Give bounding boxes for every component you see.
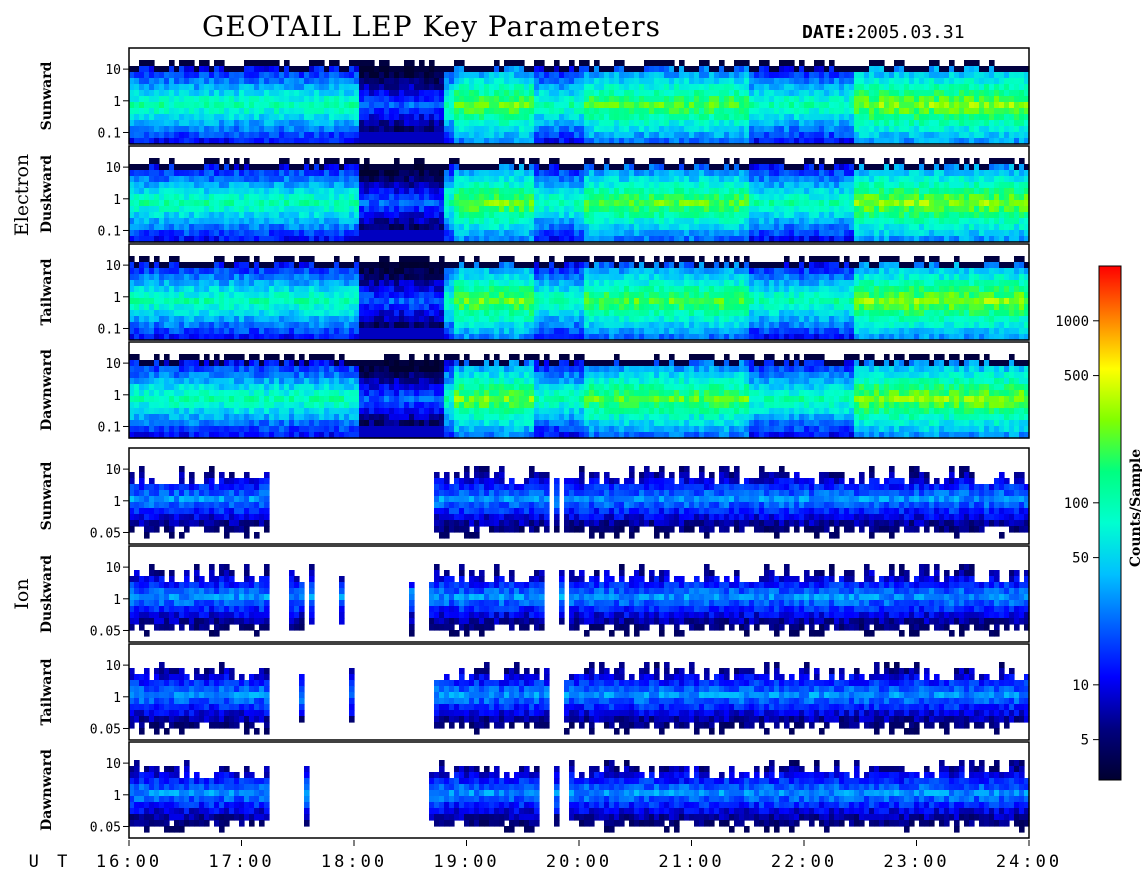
panel-electron-dawnward: 10 1 0.1 Dawnward [39, 341, 1030, 439]
panel-frame [128, 643, 1030, 741]
y-tick-label: 10 [105, 161, 121, 176]
heatmap-cells [129, 466, 1030, 539]
panel-electron-tailward: 10 1 0.1 Tailward [39, 243, 1030, 341]
panel-frame [128, 741, 1030, 839]
y-tick-label: 10 [105, 357, 121, 372]
date-value: 2005.03.31 [856, 22, 965, 43]
y-tick-label: 1 [113, 95, 121, 110]
date-readout: DATE:2005.03.31 [802, 22, 965, 43]
colorbar-tick-label: 50 [1072, 551, 1089, 567]
heatmap-cells [129, 354, 1030, 439]
panel-ion-dawnward: 10 1 0.05 Dawnward [39, 741, 1030, 839]
x-tick-label: 22:00 [771, 852, 837, 872]
colorbar-label: Counts/Sample [1128, 449, 1142, 567]
x-tick-label: 18:00 [321, 852, 387, 872]
x-tick-label: 23:00 [883, 852, 949, 872]
date-label: DATE: [802, 22, 857, 43]
panel-label: Sunward [39, 461, 55, 530]
y-tick-label: 0.1 [98, 126, 121, 141]
y-tick-label: 10 [105, 561, 121, 576]
y-tick-label: 1 [113, 193, 121, 208]
panel-frame [128, 47, 1030, 145]
panel-label: Tailward [39, 258, 55, 325]
x-tick-label: 17:00 [208, 852, 274, 872]
panel-label: Tailward [39, 658, 55, 725]
y-tick-label: 0.05 [90, 820, 121, 835]
heatmap-cells [129, 256, 1030, 341]
colorbar-tick-label: 500 [1064, 369, 1089, 385]
chart-title: GEOTAIL LEP Key Parameters [202, 10, 661, 43]
y-tick-label: 10 [105, 463, 121, 478]
colorbar-tick-label: 10 [1072, 678, 1089, 694]
colorbar-tick-label: 100 [1064, 496, 1089, 512]
y-tick-label: 1 [113, 593, 121, 608]
colorbar-tick-label: 1000 [1055, 314, 1089, 330]
colorbar: 1000 500 100 50 10 5 Counts/Sample [1055, 265, 1142, 781]
panel-frame [128, 243, 1030, 341]
panel-label: Duskward [39, 155, 55, 233]
group-label: Ion [11, 578, 33, 609]
heatmap-cells [129, 760, 1030, 833]
x-tick-label: 21:00 [658, 852, 724, 872]
colorbar-bar [1098, 265, 1122, 781]
y-tick-label: 0.1 [98, 420, 121, 435]
x-tick-label: 16:00 [96, 852, 162, 872]
panels-layer: 10 1 0.1 Sunward 10 1 0.1 Duskward 10 1 0.1 Tailwar… [39, 47, 1030, 839]
x-tick-label: 19:00 [433, 852, 499, 872]
y-tick-label: 1 [113, 789, 121, 804]
panel-ion-sunward: 10 1 0.05 Sunward [39, 447, 1030, 545]
y-tick-label: 1 [113, 389, 121, 404]
panel-label: Duskward [39, 555, 55, 633]
y-tick-label: 1 [113, 291, 121, 306]
y-tick-label: 0.05 [90, 722, 121, 737]
x-tick-label: 20:00 [546, 852, 612, 872]
panel-label: Dawnward [39, 349, 55, 431]
heatmap-cells [129, 158, 1030, 243]
panel-ion-tailward: 10 1 0.05 Tailward [39, 643, 1030, 741]
panel-electron-sunward: 10 1 0.1 Sunward [39, 47, 1030, 145]
panel-label: Sunward [39, 61, 55, 130]
y-tick-label: 10 [105, 63, 121, 78]
heatmap-cells [129, 564, 1030, 637]
heatmap-cells [129, 662, 1030, 735]
panel-label: Dawnward [39, 749, 55, 831]
panel-electron-duskward: 10 1 0.1 Duskward [39, 145, 1030, 243]
panel-frame [128, 341, 1030, 439]
x-axis-label: U T [29, 852, 72, 872]
y-tick-label: 0.1 [98, 224, 121, 239]
heatmap-cells [129, 60, 1030, 145]
y-tick-label: 10 [105, 259, 121, 274]
panel-frame [128, 145, 1030, 243]
y-tick-label: 1 [113, 691, 121, 706]
panel-frame [128, 545, 1030, 643]
colorbar-tick-label: 5 [1081, 733, 1089, 749]
y-tick-label: 0.05 [90, 624, 121, 639]
y-tick-label: 10 [105, 659, 121, 674]
group-label: Electron [11, 154, 33, 236]
y-tick-label: 0.1 [98, 322, 121, 337]
x-tick-label: 24:00 [996, 852, 1062, 872]
panel-ion-duskward: 10 1 0.05 Duskward [39, 545, 1030, 643]
axes-layer: Electron Ion 16:00 17:00 18:00 19:00 20:00 21:0… [11, 154, 1062, 872]
y-tick-label: 10 [105, 757, 121, 772]
panel-frame [128, 447, 1030, 545]
y-tick-label: 0.05 [90, 526, 121, 541]
y-tick-label: 1 [113, 495, 121, 510]
